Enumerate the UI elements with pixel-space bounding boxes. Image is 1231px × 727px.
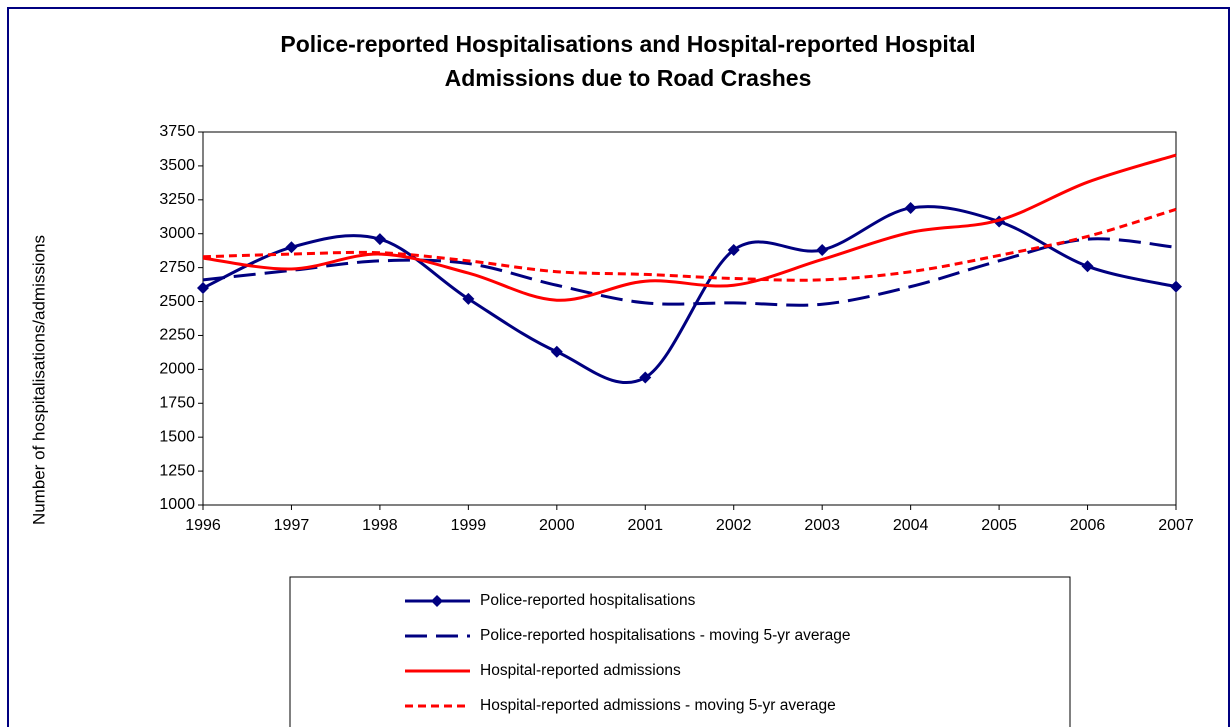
point-marker <box>1170 280 1182 293</box>
legend-label: Hospital-reported admissions - moving 5-… <box>480 697 836 714</box>
x-tick-label: 2007 <box>1158 517 1194 534</box>
point-marker <box>462 292 475 305</box>
x-tick-label: 1999 <box>451 517 487 534</box>
x-tick-label: 2002 <box>716 517 752 534</box>
y-tick-label: 2250 <box>159 327 195 344</box>
y-tick-label: 3000 <box>159 225 195 242</box>
x-tick-label: 2006 <box>1070 517 1106 534</box>
legend-marker <box>431 595 443 607</box>
x-tick-label: 1998 <box>362 517 398 534</box>
point-marker <box>816 244 829 257</box>
point-marker <box>727 244 740 257</box>
x-tick-label: 1996 <box>185 517 221 534</box>
plot-area <box>202 131 1177 506</box>
point-marker <box>1081 260 1094 273</box>
chart-title: Admissions due to Road Crashes <box>445 65 812 91</box>
y-tick-label: 3250 <box>159 191 195 208</box>
point-marker <box>197 281 209 294</box>
legend-label: Police-reported hospitalisations - movin… <box>480 627 850 644</box>
series-line <box>202 205 1177 385</box>
y-tick-label: 3750 <box>159 123 195 140</box>
x-tick-label: 2005 <box>981 517 1017 534</box>
y-tick-label: 1500 <box>159 428 195 445</box>
chart-title: Police-reported Hospitalisations and Hos… <box>280 31 975 57</box>
x-tick-label: 2001 <box>627 517 663 534</box>
x-tick-label: 2004 <box>893 517 929 534</box>
y-axis-label: Number of hospitalisations/admissions <box>29 235 48 525</box>
y-tick-label: 1750 <box>159 394 195 411</box>
point-marker <box>904 201 917 214</box>
y-tick-label: 3500 <box>159 157 195 174</box>
y-tick-label: 2000 <box>159 361 195 378</box>
x-tick-label: 2000 <box>539 517 575 534</box>
x-tick-label: 1997 <box>274 517 310 534</box>
legend-label: Hospital-reported admissions <box>480 662 681 679</box>
series-line <box>202 153 1177 302</box>
y-tick-label: 1000 <box>159 496 195 513</box>
y-tick-label: 1250 <box>159 462 195 479</box>
legend-label: Police-reported hospitalisations <box>480 592 696 609</box>
point-marker <box>373 233 386 246</box>
frame <box>7 7 1230 727</box>
point-marker <box>285 241 298 254</box>
series-line <box>202 207 1177 282</box>
x-tick-label: 2003 <box>804 517 840 534</box>
point-marker <box>550 345 563 358</box>
y-tick-label: 2750 <box>159 259 195 276</box>
y-tick-label: 2500 <box>159 293 195 310</box>
series-line <box>202 237 1177 307</box>
point-marker <box>639 371 652 384</box>
